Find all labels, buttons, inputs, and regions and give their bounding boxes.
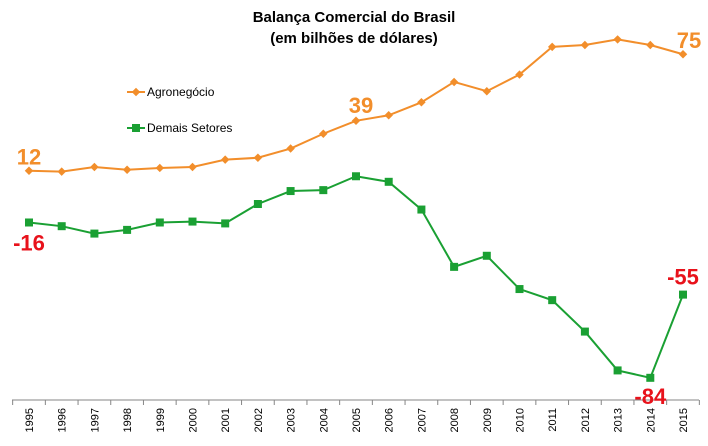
data-point xyxy=(188,162,197,172)
chart-subtitle: (em bilhões de dólares) xyxy=(270,30,438,47)
legend-label-demais-setores: Demais Setores xyxy=(147,121,232,135)
callout-layer: 12 39 75 -16 -84 -55 xyxy=(13,28,701,409)
legend-item-demais-setores: Demais Setores xyxy=(127,121,232,135)
x-tick-label: 1995 xyxy=(24,408,36,432)
data-point xyxy=(352,172,360,181)
data-point xyxy=(122,165,132,175)
x-tick-label: 2015 xyxy=(678,408,690,432)
data-point xyxy=(417,205,426,214)
x-tick-label: 2012 xyxy=(580,408,592,432)
legend-marker-agronegocio xyxy=(131,87,141,97)
data-point xyxy=(57,222,66,231)
data-point xyxy=(613,35,622,44)
data-point xyxy=(482,86,492,96)
x-tick-label: 2003 xyxy=(286,408,298,432)
x-tick-label: 2006 xyxy=(384,408,396,432)
x-tick-marks xyxy=(12,400,700,405)
data-point xyxy=(57,167,66,176)
data-point xyxy=(90,229,99,238)
data-point xyxy=(188,217,197,226)
data-label: 39 xyxy=(349,93,373,118)
data-point xyxy=(155,163,165,173)
data-label: -84 xyxy=(634,384,667,409)
x-tick-label: 1997 xyxy=(89,408,101,432)
data-point xyxy=(580,327,589,336)
data-label: -16 xyxy=(13,230,45,255)
x-tick-label: 2001 xyxy=(220,408,232,432)
data-point xyxy=(253,200,262,208)
x-tick-label: 2009 xyxy=(482,408,494,432)
x-tick-label: 1996 xyxy=(57,408,69,432)
legend-label-agronegocio: Agronegócio xyxy=(147,85,215,99)
x-tick-label: 1998 xyxy=(122,408,134,432)
data-point xyxy=(319,186,328,195)
x-tick-label: 2010 xyxy=(515,408,527,432)
data-point xyxy=(221,219,230,228)
x-tick-label: 2014 xyxy=(645,408,657,432)
data-point xyxy=(155,218,164,227)
data-point xyxy=(384,111,393,120)
data-point xyxy=(123,225,132,234)
data-point xyxy=(515,285,524,294)
data-point xyxy=(646,373,655,382)
x-tick-label: 1999 xyxy=(155,408,167,432)
data-point xyxy=(25,218,33,227)
data-point xyxy=(253,153,263,163)
data-label: -55 xyxy=(667,265,699,290)
data-label: 12 xyxy=(17,145,41,170)
data-point xyxy=(548,296,557,305)
data-point xyxy=(580,40,590,50)
legend-item-agronegocio: Agronegócio xyxy=(127,85,215,99)
x-tick-label: 2005 xyxy=(351,408,363,432)
legend-marker-demais-setores xyxy=(132,124,140,132)
x-axis: 1995 1996 1997 1998 1999 2000 2001 2002 2003 2004… xyxy=(12,399,700,432)
data-point xyxy=(90,162,99,172)
data-point xyxy=(482,251,491,260)
series-demais-setores xyxy=(25,172,687,382)
data-label: 75 xyxy=(677,28,701,53)
data-point xyxy=(450,262,459,271)
x-tick-label: 2000 xyxy=(188,408,200,432)
legend: Agronegócio Demais Setores xyxy=(127,85,232,135)
x-tick-label: 2013 xyxy=(613,408,625,432)
x-tick-label: 2008 xyxy=(449,408,461,432)
x-tick-label: 2011 xyxy=(547,408,559,432)
data-point xyxy=(351,116,361,126)
data-point xyxy=(220,155,230,164)
data-point xyxy=(679,290,687,299)
x-tick-labels: 1995 1996 1997 1998 1999 2000 2001 2002 2003 2004… xyxy=(24,408,690,432)
data-point xyxy=(286,187,295,196)
data-point xyxy=(449,77,459,87)
data-point xyxy=(646,40,655,50)
x-tick-label: 2002 xyxy=(253,408,265,432)
data-point xyxy=(613,366,622,375)
chart-title: Balança Comercial do Brasil xyxy=(253,9,456,26)
data-point xyxy=(417,98,426,107)
series-line xyxy=(28,175,684,379)
x-tick-label: 2004 xyxy=(318,408,330,432)
data-point xyxy=(319,129,328,138)
data-point xyxy=(286,144,295,153)
x-tick-label: 2007 xyxy=(416,408,428,432)
data-point xyxy=(384,177,393,186)
series-layer xyxy=(24,35,688,382)
